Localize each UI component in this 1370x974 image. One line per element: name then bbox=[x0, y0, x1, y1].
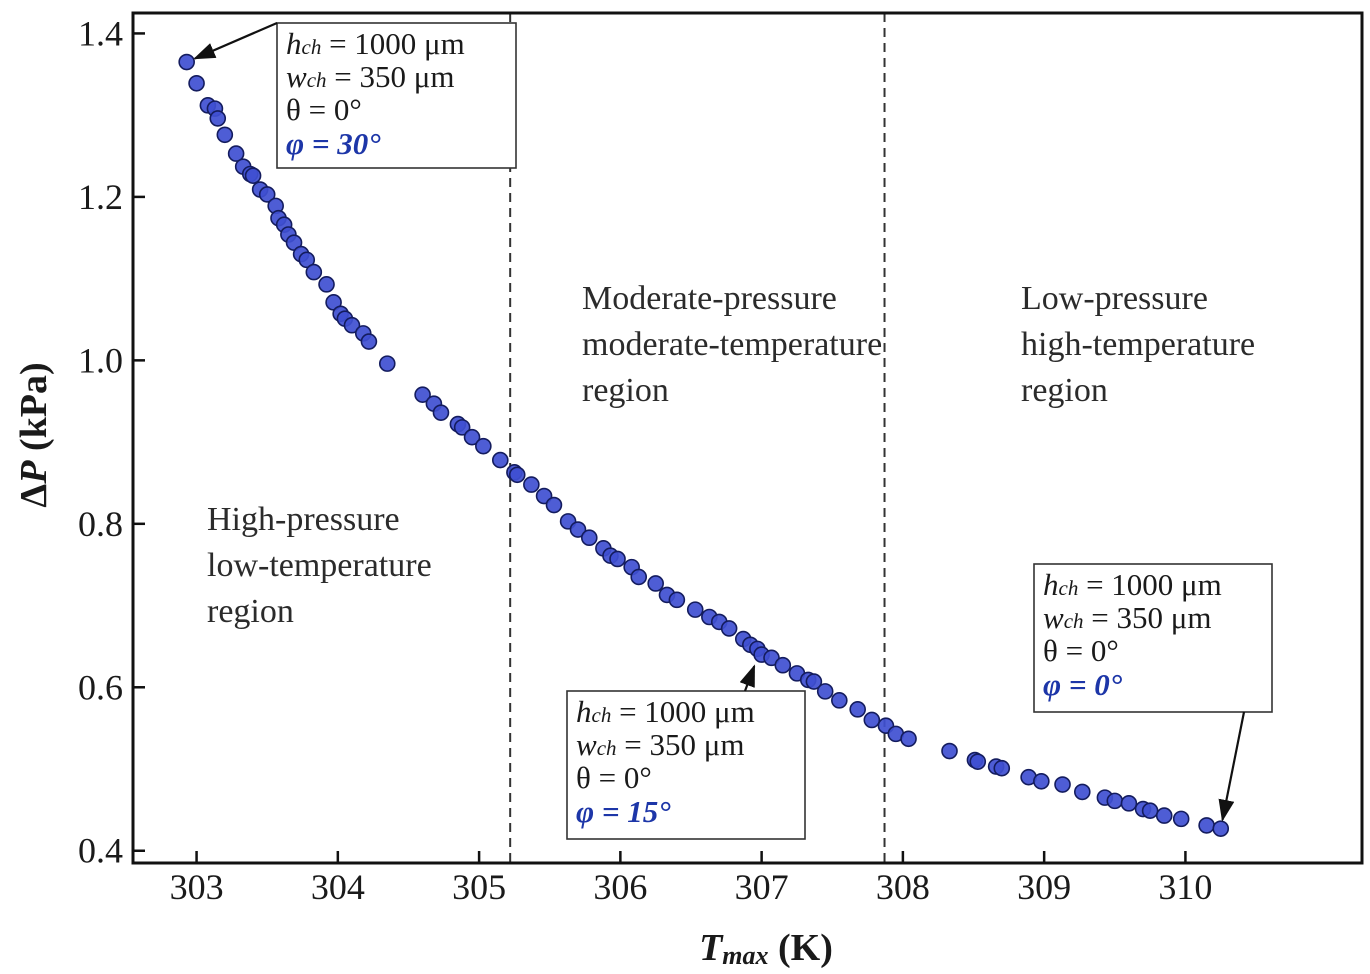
data-point bbox=[244, 167, 262, 184]
data-point bbox=[1141, 802, 1159, 819]
data-point bbox=[993, 759, 1011, 777]
region-labels: High-pressure low-temperature region Modera… bbox=[207, 280, 1255, 630]
x-tick-label: 303 bbox=[170, 867, 224, 907]
data-point bbox=[1033, 772, 1050, 790]
y-tick-label: 0.4 bbox=[78, 831, 123, 871]
data-point bbox=[1155, 807, 1173, 824]
x-tick-label: 305 bbox=[452, 867, 506, 907]
data-point bbox=[432, 404, 450, 421]
data-point bbox=[1198, 817, 1215, 834]
data-point bbox=[863, 711, 881, 729]
x-tick-label: 309 bbox=[1017, 867, 1071, 907]
annotation-frame bbox=[276, 22, 517, 169]
data-point bbox=[630, 568, 648, 586]
data-point bbox=[343, 316, 361, 334]
annotation-width: wch = 350 μm bbox=[286, 59, 454, 94]
annotation-theta: θ = 0° bbox=[576, 760, 652, 795]
data-point bbox=[258, 186, 276, 203]
x-tick-label: 310 bbox=[1158, 867, 1212, 907]
data-point bbox=[414, 386, 431, 403]
data-point bbox=[453, 419, 471, 436]
data-point bbox=[831, 692, 848, 709]
x-tick-label: 308 bbox=[876, 867, 930, 907]
annotation-frame bbox=[1033, 563, 1273, 713]
data-point bbox=[1172, 810, 1190, 828]
annotation-phi: φ = 0° bbox=[1043, 667, 1123, 702]
data-point bbox=[720, 620, 738, 637]
data-point bbox=[1106, 792, 1124, 810]
data-point bbox=[305, 263, 323, 281]
y-tick-label: 0.6 bbox=[78, 667, 123, 707]
data-point bbox=[318, 276, 335, 293]
data-point bbox=[1054, 776, 1071, 793]
annotation-theta: θ = 0° bbox=[1043, 633, 1119, 668]
x-tick-label: 304 bbox=[311, 867, 365, 907]
data-point bbox=[1212, 820, 1230, 837]
annotation-arrow bbox=[1218, 711, 1246, 822]
data-point bbox=[668, 591, 686, 609]
data-point bbox=[647, 575, 664, 592]
annotation-phi: φ = 30° bbox=[286, 126, 381, 161]
region-label: Moderate-pressure moderate-temperature reg… bbox=[582, 280, 882, 409]
data-point bbox=[508, 466, 526, 484]
data-point bbox=[216, 126, 234, 144]
data-point bbox=[178, 53, 195, 71]
data-point bbox=[463, 428, 481, 446]
annotation-height: hch = 1000 μm bbox=[286, 26, 465, 61]
x-axis-ticks: 303 304 305 306 307 308 309 310 bbox=[170, 851, 1212, 907]
data-point bbox=[491, 451, 509, 469]
annotation-width: wch = 350 μm bbox=[1043, 600, 1211, 635]
annotation-arrow bbox=[739, 664, 756, 692]
annotation-phi: φ = 15° bbox=[576, 794, 671, 829]
data-point bbox=[545, 496, 563, 514]
annotation-frame bbox=[566, 690, 806, 840]
region-label: High-pressure low-temperature region bbox=[207, 501, 432, 630]
y-axis-title: ΔP (kPa) bbox=[13, 362, 55, 507]
data-point bbox=[580, 529, 598, 547]
data-point bbox=[569, 521, 587, 538]
data-point bbox=[941, 742, 958, 760]
region-label: Low-pressure high-temperature region bbox=[1021, 280, 1255, 409]
y-tick-label: 1.0 bbox=[78, 340, 123, 380]
plot-frame bbox=[131, 11, 1364, 865]
data-point bbox=[1073, 783, 1091, 801]
data-point bbox=[774, 656, 792, 674]
annotation-arrow bbox=[193, 21, 278, 60]
y-axis-ticks: 0.4 0.6 0.8 1.0 1.2 1.4 bbox=[78, 13, 145, 871]
data-point bbox=[805, 673, 823, 690]
data-point bbox=[227, 145, 245, 162]
x-tick-label: 307 bbox=[735, 867, 789, 907]
data-point bbox=[378, 355, 396, 372]
data-point bbox=[188, 74, 205, 92]
data-point bbox=[849, 701, 866, 718]
y-tick-label: 1.2 bbox=[78, 177, 123, 217]
data-point bbox=[209, 110, 227, 127]
data-points bbox=[178, 53, 1230, 837]
data-point bbox=[609, 550, 626, 568]
data-point bbox=[360, 333, 378, 350]
data-point bbox=[900, 730, 917, 748]
data-point bbox=[816, 683, 834, 700]
annotation-height: hch = 1000 μm bbox=[576, 694, 755, 729]
y-tick-label: 0.8 bbox=[78, 504, 123, 544]
annotation-height: hch = 1000 μm bbox=[1043, 567, 1222, 602]
data-point bbox=[1120, 795, 1138, 812]
annotation-theta: θ = 0° bbox=[286, 92, 362, 127]
y-tick-label: 1.4 bbox=[78, 13, 123, 53]
data-point bbox=[298, 251, 316, 269]
annotation-width: wch = 350 μm bbox=[576, 727, 744, 762]
data-point bbox=[686, 601, 704, 618]
data-point bbox=[969, 753, 987, 770]
data-point bbox=[523, 476, 540, 493]
x-tick-label: 306 bbox=[593, 867, 647, 907]
data-point bbox=[475, 437, 492, 455]
x-axis-title: Tmax (K) bbox=[699, 927, 833, 970]
